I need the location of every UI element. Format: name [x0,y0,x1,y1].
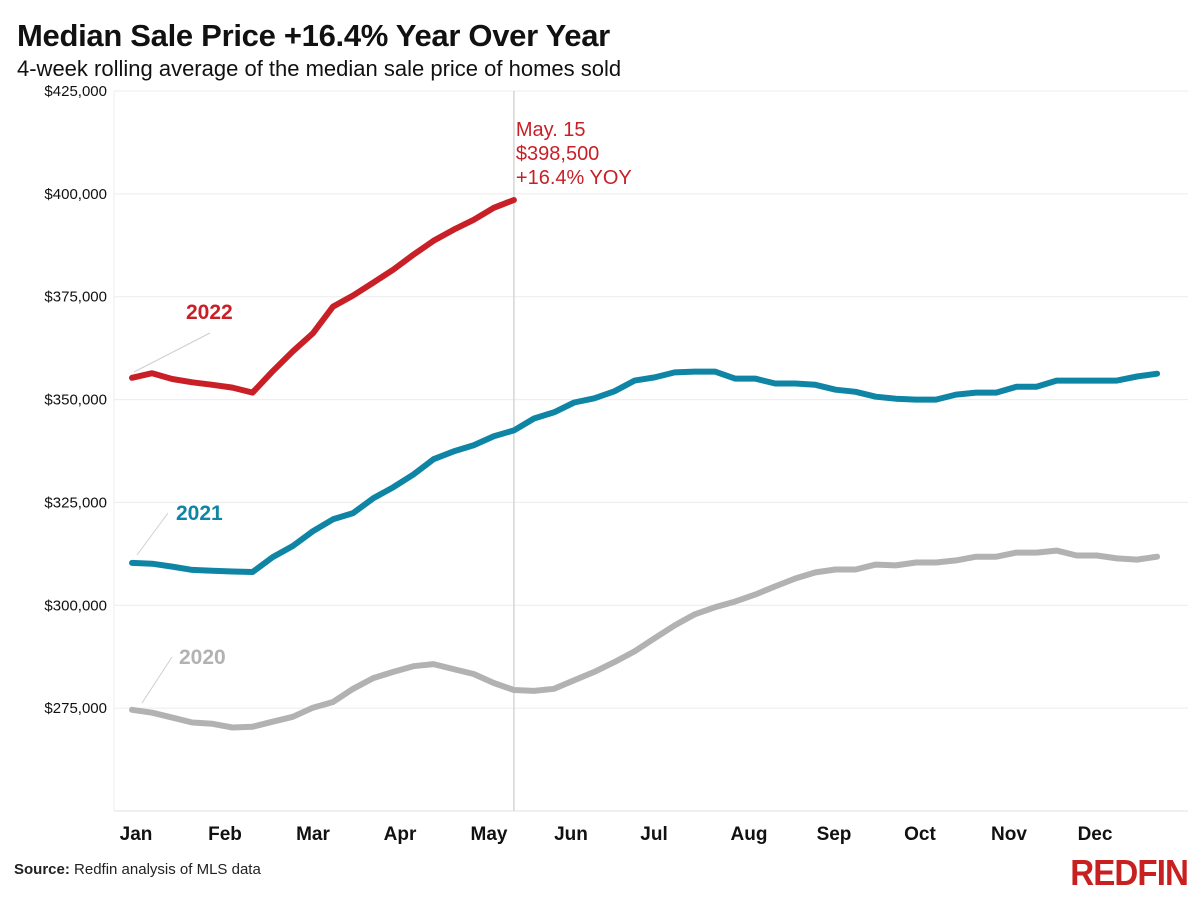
series-labels: 2022 2021 2020 [176,301,233,669]
source-label: Source: [14,861,70,878]
chart-subtitle: 4-week rolling average of the median sal… [17,56,622,81]
redfin-logo: REDFIN [1070,852,1189,893]
series-line-2022 [129,197,517,396]
annotation-value: $398,500 [516,143,599,165]
y-tick-label: $275,000 [44,700,107,717]
x-axis-ticks: Jan Feb Mar Apr May Jun Jul Aug Sep Oct Nov Dec [120,824,1113,845]
x-tick-label: Oct [904,824,936,845]
x-tick-label: Dec [1078,824,1113,845]
series-label-leaders [133,332,211,704]
x-tick-label: Mar [296,824,330,845]
source-note: Source: Redfin analysis of MLS data [14,861,261,878]
series-lines [129,197,1161,731]
x-tick-label: Apr [384,824,417,845]
x-tick-label: Jan [120,824,153,845]
y-tick-label: $425,000 [44,83,107,100]
y-tick-label: $350,000 [44,392,107,409]
leader-line-2021 [136,512,169,556]
source-text: Redfin analysis of MLS data [74,861,261,878]
y-tick-label: $375,000 [44,289,107,306]
annotation-date: May. 15 [516,119,586,141]
leader-line-2022 [133,332,211,373]
x-tick-label: Jul [640,824,667,845]
y-axis-ticks: $275,000 $300,000 $325,000 $350,000 $375,000… [44,83,107,717]
y-tick-label: $400,000 [44,186,107,203]
series-label-2020: 2020 [179,646,226,669]
series-line-2021 [129,368,1161,575]
y-tick-label: $300,000 [44,597,107,614]
annotation: May. 15$398,500+16.4% YOY [516,119,632,189]
series-label-2021: 2021 [176,502,223,525]
x-tick-label: Nov [991,824,1027,845]
x-tick-label: May [471,824,508,845]
chart-title: Median Sale Price +16.4% Year Over Year [17,18,610,53]
leader-line-2020 [141,656,173,704]
gridlines [113,90,1188,812]
x-tick-label: Sep [817,824,852,845]
series-label-2022: 2022 [186,301,233,324]
series-line-2020 [129,547,1161,731]
y-tick-label: $325,000 [44,494,107,511]
annotation-change: +16.4% YOY [516,167,632,189]
x-tick-label: Jun [554,824,588,845]
x-tick-label: Feb [208,824,242,845]
x-tick-label: Aug [731,824,768,845]
